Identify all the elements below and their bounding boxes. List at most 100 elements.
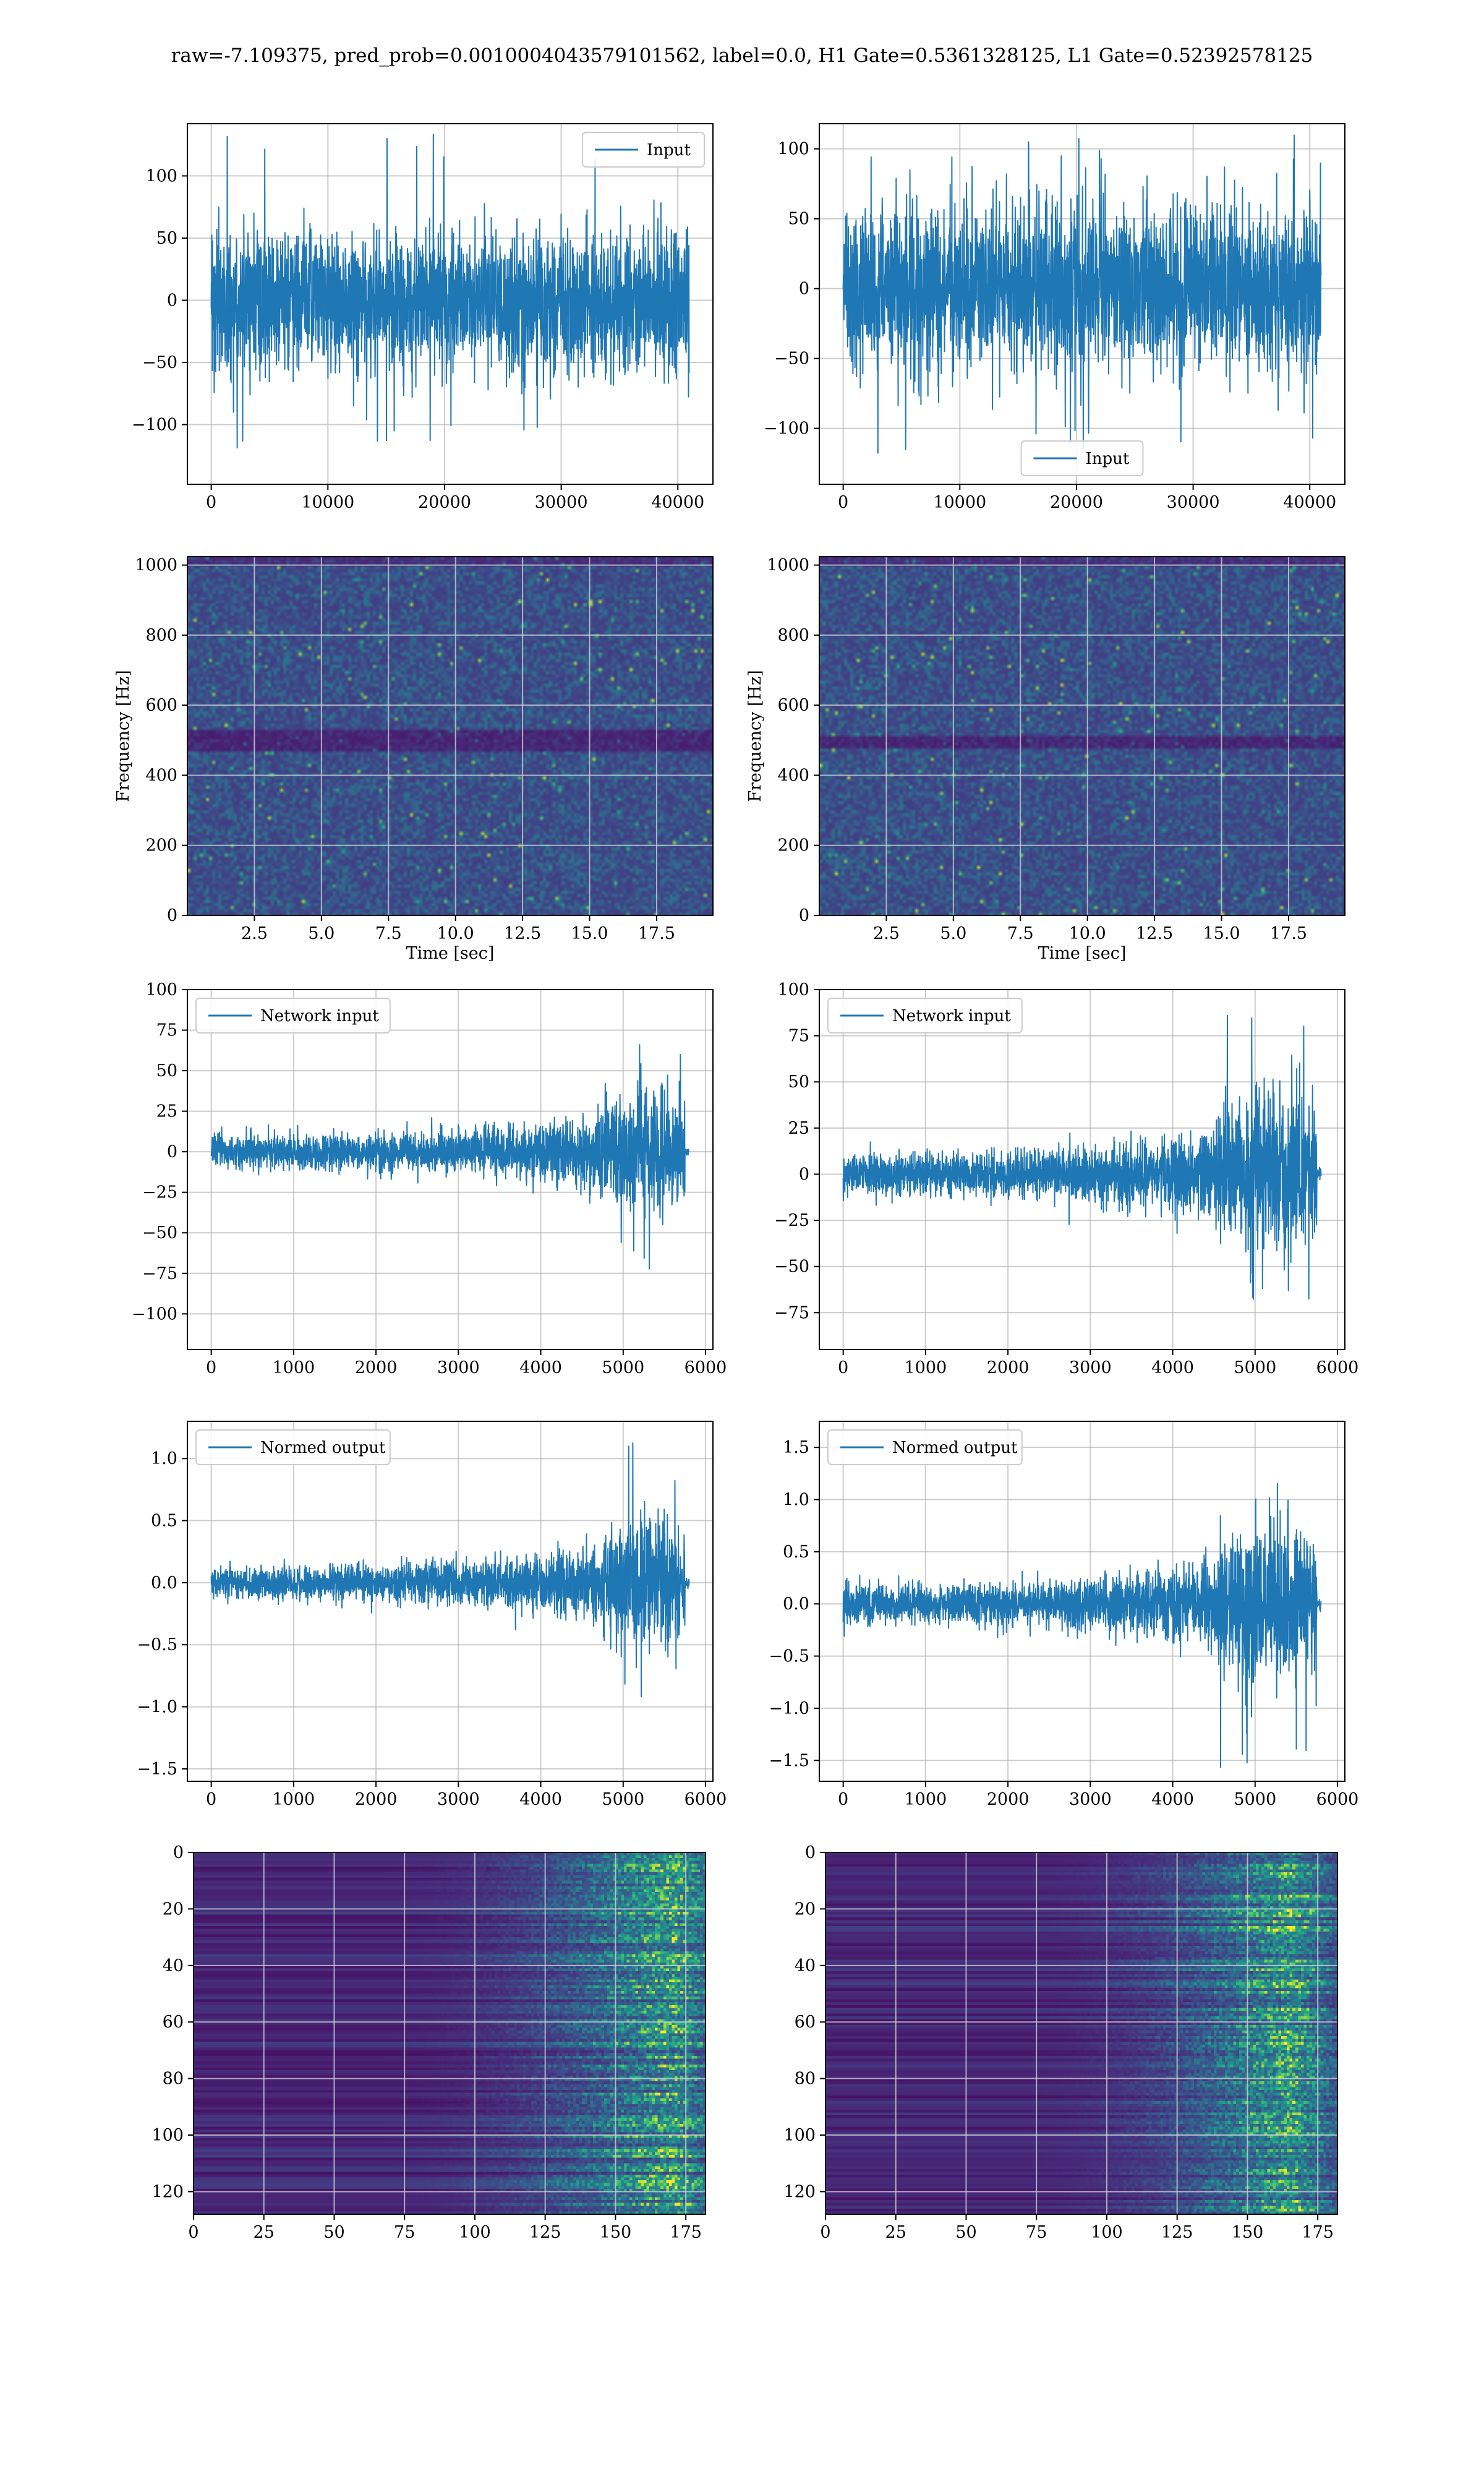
h1-network-input-ytick-label-3: −25 xyxy=(142,1183,177,1202)
h1-input-xtick-label-3: 30000 xyxy=(535,493,588,512)
l1-network-input-legend-box xyxy=(827,998,1023,1034)
l1-network-input-ytick-label-4: 25 xyxy=(788,1119,809,1138)
l1-normed-output-xtick-label-1: 1000 xyxy=(905,1790,947,1809)
l1-spectrogram-xtick-label-5: 15.0 xyxy=(1203,924,1240,943)
h1-normed-output-xtick-label-1: 1000 xyxy=(273,1790,315,1809)
h1-network-input-panel: 0 1000 2000 3000 4000 5000 6000 −100 −75 −50 −25 0 2… xyxy=(132,980,727,1377)
l1-spectrogram-ytick-label-2: 400 xyxy=(777,766,809,785)
h1-normed-output-xtick-label-2: 2000 xyxy=(355,1790,398,1809)
h1-spectrogram-ytick-label-4: 800 xyxy=(145,626,177,645)
l1-feature-map-grid xyxy=(825,1852,1337,2214)
h1-feature-map-ytick-label-0: 0 xyxy=(173,1843,184,1862)
h1-feature-map-heatmap-image xyxy=(194,1852,706,2214)
h1-input-legend-label: Input xyxy=(647,141,691,160)
l1-feature-map-ytick-label-0: 0 xyxy=(805,1843,816,1862)
h1-input-ytick-label-0: −100 xyxy=(132,416,177,435)
l1-feature-map-xtick-label-6: 150 xyxy=(1232,2223,1264,2242)
l1-spectrogram-xlabel: Time [sec] xyxy=(1038,944,1127,963)
h1-input-ytick-label-4: 100 xyxy=(145,166,177,186)
h1-input-ytick-label-2: 0 xyxy=(167,291,177,310)
l1-spectrogram-heatmap-image xyxy=(819,557,1345,915)
l1-input-ytick-label-4: 100 xyxy=(777,140,809,159)
h1-spectrogram-ytick-label-2: 400 xyxy=(145,766,177,785)
h1-network-input-xtick-label-1: 1000 xyxy=(273,1358,315,1377)
h1-network-input-ytick-label-6: 50 xyxy=(156,1061,177,1081)
l1-normed-output-panel: 0 1000 2000 3000 4000 5000 6000 −1.5 −1.0 −0.5 0.0… xyxy=(769,1421,1358,1809)
l1-input-legend: Input xyxy=(1020,440,1144,476)
l1-input-ytick-label-0: −100 xyxy=(764,419,809,439)
l1-feature-map-xtick-label-7: 175 xyxy=(1302,2223,1334,2242)
h1-normed-output-legend: Normed output xyxy=(195,1429,391,1465)
l1-feature-map-axes-frame xyxy=(825,1852,1338,2215)
l1-feature-map-ytick-label-3: 60 xyxy=(795,2013,816,2032)
h1-normed-output-ytick-label-0: −1.5 xyxy=(137,1760,177,1779)
l1-network-input-ytick-label-1: −50 xyxy=(774,1257,809,1277)
l1-network-input-xtick-label-1: 1000 xyxy=(905,1358,947,1377)
l1-network-input-axes-frame xyxy=(819,989,1345,1350)
l1-spectrogram-xtick-label-2: 7.5 xyxy=(1007,924,1034,943)
l1-feature-map-xtick-label-5: 125 xyxy=(1161,2223,1193,2242)
h1-normed-output-xtick-label-0: 0 xyxy=(206,1790,216,1809)
l1-network-input-series-0 xyxy=(842,1014,1322,1300)
h1-network-input-legend: Network input xyxy=(195,998,391,1034)
l1-input-xtick-label-4: 40000 xyxy=(1283,493,1336,512)
h1-feature-map-ytick-label-4: 80 xyxy=(163,2070,184,2089)
l1-network-input-legend-label: Network input xyxy=(892,1007,1011,1025)
h1-feature-map-panel: 0 25 50 75 100 125 150 175 0 20 40 60 80 100 120 xyxy=(151,1843,706,2242)
l1-input-ytick-label-3: 50 xyxy=(788,210,809,229)
l1-input-ytick-label-2: 0 xyxy=(799,280,809,299)
h1-input-xtick-label-1: 10000 xyxy=(301,493,354,512)
l1-spectrogram-ytick-label-0: 0 xyxy=(799,906,809,925)
h1-spectrogram-grid xyxy=(187,557,713,915)
l1-input-xtick-label-0: 0 xyxy=(838,493,848,512)
h1-network-input-ytick-label-1: −75 xyxy=(142,1264,177,1283)
h1-network-input-legend-label: Network input xyxy=(260,1007,379,1025)
h1-input-xtick-label-2: 20000 xyxy=(418,493,471,512)
l1-normed-output-xtick-label-3: 3000 xyxy=(1069,1790,1112,1809)
l1-normed-output-ytick-label-0: −1.5 xyxy=(769,1751,809,1770)
h1-input-xtick-label-4: 40000 xyxy=(651,493,704,512)
l1-normed-output-xtick-label-5: 5000 xyxy=(1234,1790,1276,1809)
l1-spectrogram-xtick-label-6: 17.5 xyxy=(1270,924,1307,943)
h1-input-panel: 0 10000 20000 30000 40000 −100 −50 0 50 100 Input xyxy=(132,123,714,512)
l1-spectrogram-panel: 2.5 5.0 7.5 10.0 12.5 15.0 17.5 0 200 400 600 800 10… xyxy=(746,556,1345,963)
h1-spectrogram-heatmap-image xyxy=(187,557,713,915)
l1-normed-output-ytick-label-3: 0.0 xyxy=(783,1594,809,1614)
l1-input-axes-frame xyxy=(819,123,1345,485)
figure-suptitle: raw=-7.109375, pred_prob=0.0010004043579… xyxy=(171,45,1313,67)
h1-normed-output-xtick-label-3: 3000 xyxy=(437,1790,480,1809)
h1-normed-output-legend-label: Normed output xyxy=(260,1439,386,1457)
h1-normed-output-ytick-label-4: 0.5 xyxy=(151,1512,177,1531)
l1-network-input-xtick-label-4: 4000 xyxy=(1151,1358,1194,1377)
h1-spectrogram-xtick-label-6: 17.5 xyxy=(638,924,675,943)
l1-feature-map-xtick-label-4: 100 xyxy=(1091,2223,1123,2242)
l1-input-panel: 0 10000 20000 30000 40000 −100 −50 0 50 100 Input xyxy=(764,123,1345,512)
h1-feature-map-ytick-label-1: 20 xyxy=(163,1899,184,1919)
h1-normed-output-series-0 xyxy=(210,1442,690,1698)
l1-normed-output-xtick-label-0: 0 xyxy=(838,1790,848,1809)
h1-feature-map-grid xyxy=(194,1852,706,2214)
h1-spectrogram-ytick-label-5: 1000 xyxy=(135,556,177,575)
subplot-grid: 0 10000 20000 30000 40000−100−50050100Input0… xyxy=(114,123,1358,2242)
h1-normed-output-axes-frame xyxy=(187,1421,714,1782)
l1-feature-map-ytick-label-4: 80 xyxy=(795,2070,816,2089)
l1-spectrogram-grid xyxy=(819,557,1345,915)
l1-network-input-xtick-label-3: 3000 xyxy=(1069,1358,1112,1377)
l1-input-series-0 xyxy=(842,134,1322,454)
l1-network-input-legend: Network input xyxy=(827,998,1023,1034)
h1-spectrogram-ytick-label-0: 0 xyxy=(167,906,177,925)
l1-spectrogram-ytick-label-3: 600 xyxy=(777,696,809,715)
h1-feature-map-ytick-label-2: 40 xyxy=(163,1956,184,1975)
l1-feature-map-ytick-label-2: 40 xyxy=(795,1956,816,1975)
l1-network-input-panel: 0 1000 2000 3000 4000 5000 6000 −75 −50 −25 0 25 50 7… xyxy=(774,980,1358,1377)
l1-feature-map-panel: 0 25 50 75 100 125 150 175 0 20 40 60 80 100 120 xyxy=(783,1843,1338,2242)
h1-feature-map-xtick-label-5: 125 xyxy=(529,2223,561,2242)
l1-normed-output-legend-label: Normed output xyxy=(892,1439,1018,1457)
h1-feature-map-xtick-label-0: 0 xyxy=(188,2223,198,2242)
l1-feature-map-xtick-label-0: 0 xyxy=(820,2223,830,2242)
l1-normed-output-xtick-label-2: 2000 xyxy=(987,1790,1030,1809)
h1-normed-output-legend-box xyxy=(195,1429,391,1465)
l1-normed-output-ytick-label-2: −0.5 xyxy=(769,1647,809,1666)
l1-network-input-ytick-label-0: −75 xyxy=(774,1303,809,1322)
l1-input-xtick-label-3: 30000 xyxy=(1167,493,1220,512)
